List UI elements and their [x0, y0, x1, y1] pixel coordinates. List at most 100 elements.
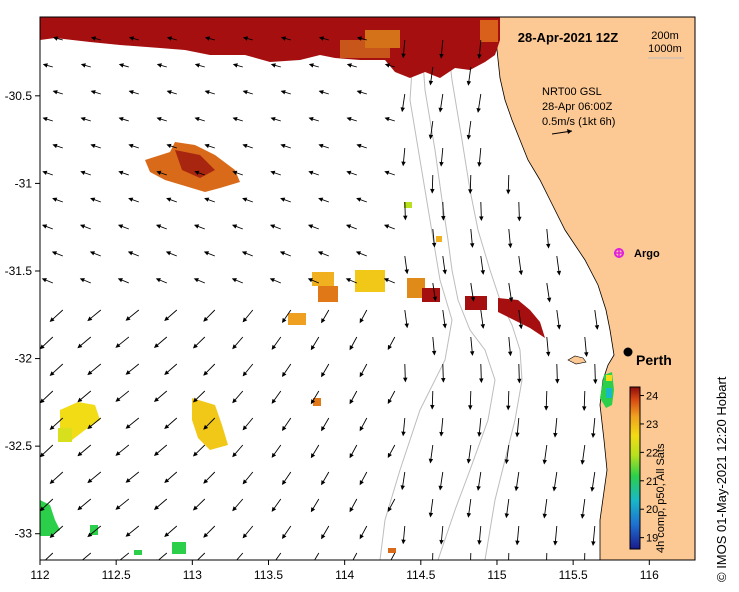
lon-tick-label: 114.5 — [406, 568, 435, 582]
current-arrow-head — [164, 424, 170, 430]
current-arrow-head — [117, 224, 124, 229]
current-arrow-head — [115, 451, 121, 456]
current-arrow-head — [203, 532, 209, 538]
colorbar-tick-label: 23 — [646, 419, 658, 431]
current-arrow-head — [203, 370, 209, 376]
map-title: 28-Apr-2021 12Z — [518, 30, 618, 45]
current-arrow-head — [153, 505, 159, 510]
current-arrow-head — [280, 197, 286, 202]
current-arrow-head — [40, 452, 45, 458]
current-arrow-head — [242, 371, 248, 377]
perth-marker — [623, 347, 633, 357]
current-arrow-head — [125, 370, 131, 375]
current-arrow-head — [233, 561, 236, 564]
current-arrow-head — [52, 36, 59, 41]
current-arrow-head — [582, 406, 587, 412]
current-arrow-head — [42, 170, 48, 175]
current-arrow — [236, 552, 244, 560]
current-arrow-head — [87, 316, 93, 322]
current-arrow-head — [269, 278, 275, 283]
lon-tick-label: 115 — [487, 568, 506, 582]
current-arrow-head — [242, 143, 248, 149]
current-arrow-head — [203, 424, 209, 430]
current-arrow-head — [515, 540, 520, 546]
current-arrow-head — [242, 533, 248, 539]
current-arrow-head — [477, 162, 482, 167]
current-arrow-head — [242, 197, 248, 202]
current-arrow-head — [403, 377, 408, 383]
current-arrow-head — [507, 243, 513, 249]
colorbar-label: 4h comp, p50, All Sats — [655, 443, 667, 553]
current-arrow-head — [79, 559, 80, 560]
current-arrow-head — [153, 397, 159, 402]
current-arrow-head — [51, 251, 58, 256]
current-arrow-head — [401, 53, 406, 59]
current-arrow-head — [441, 378, 446, 383]
current-arrow-head — [310, 345, 316, 351]
current-arrow-head — [279, 251, 286, 256]
current-arrow-head — [401, 161, 406, 167]
current-arrow-head — [431, 242, 437, 248]
current-arrow-head — [42, 116, 48, 122]
current-arrow-head — [194, 116, 200, 122]
current-arrow-head — [164, 532, 170, 538]
current-arrow-head — [52, 143, 58, 149]
current-arrow-head — [468, 405, 473, 410]
current-arrow-head — [271, 452, 277, 458]
current-arrow-head — [41, 224, 48, 229]
current-arrow-head — [384, 170, 390, 175]
current-arrow-head — [232, 116, 238, 122]
current-arrow-head — [153, 451, 159, 456]
credit-label: © IMOS 01-May-2021 12:20 Hobart — [714, 376, 729, 582]
current-arrow-head — [118, 63, 124, 68]
current-arrow-head — [231, 278, 237, 283]
current-arrow-head — [356, 36, 363, 41]
current-arrow-head — [318, 143, 324, 149]
current-arrow-head — [128, 90, 134, 95]
lon-tick-label: 115.5 — [559, 568, 588, 582]
current-arrow-head — [203, 478, 209, 484]
current-arrow-head — [115, 397, 121, 402]
current-arrow-head — [128, 36, 135, 41]
current-arrow-head — [269, 224, 276, 229]
current-arrow-head — [307, 278, 313, 283]
current-arrow-head — [232, 63, 238, 68]
current-arrow-head — [280, 36, 287, 41]
current-arrow-head — [439, 431, 444, 437]
current-arrow-head — [41, 278, 47, 283]
current-arrow-head — [118, 170, 124, 175]
contour-legend-200m: 200m — [651, 30, 679, 42]
current-arrow-head — [439, 53, 444, 59]
current-arrow-head — [90, 197, 96, 202]
current-arrow-head — [383, 278, 389, 283]
current-arrow-head — [442, 269, 447, 275]
current-arrow-head — [317, 251, 324, 256]
current-arrow-head — [77, 397, 83, 403]
current-arrow-head — [204, 90, 210, 95]
current-arrow-head — [542, 513, 548, 519]
current-arrow-head — [166, 90, 172, 95]
current-arrow-head — [469, 243, 475, 248]
current-arrow-head — [515, 432, 520, 438]
current-arrow-head — [480, 270, 485, 275]
current-arrow-head — [87, 424, 93, 430]
current-arrow-head — [192, 451, 198, 457]
current-arrow-head — [232, 506, 237, 512]
current-arrow-head — [480, 324, 485, 329]
current-arrow-head — [90, 36, 97, 41]
current-arrow-head — [232, 344, 237, 350]
current-scale-label: 0.5m/s (1kt 6h) — [542, 116, 615, 128]
lon-axis: 112 112.5 113 113.5 114 114.5 115 115.5 116 — [30, 560, 659, 582]
current-arrow-head — [281, 425, 287, 432]
current-arrow-head — [156, 63, 162, 68]
current-arrow-head — [439, 539, 444, 545]
current-arrow-head — [428, 512, 434, 518]
current-arrow-head — [117, 278, 123, 283]
current-arrow-head — [552, 486, 557, 492]
current-arrow-head — [470, 296, 476, 302]
current-arrow-head — [242, 36, 249, 41]
current-arrow-head — [479, 216, 484, 222]
lat-tick-label: -32 — [15, 352, 33, 366]
current-arrow — [119, 552, 130, 560]
